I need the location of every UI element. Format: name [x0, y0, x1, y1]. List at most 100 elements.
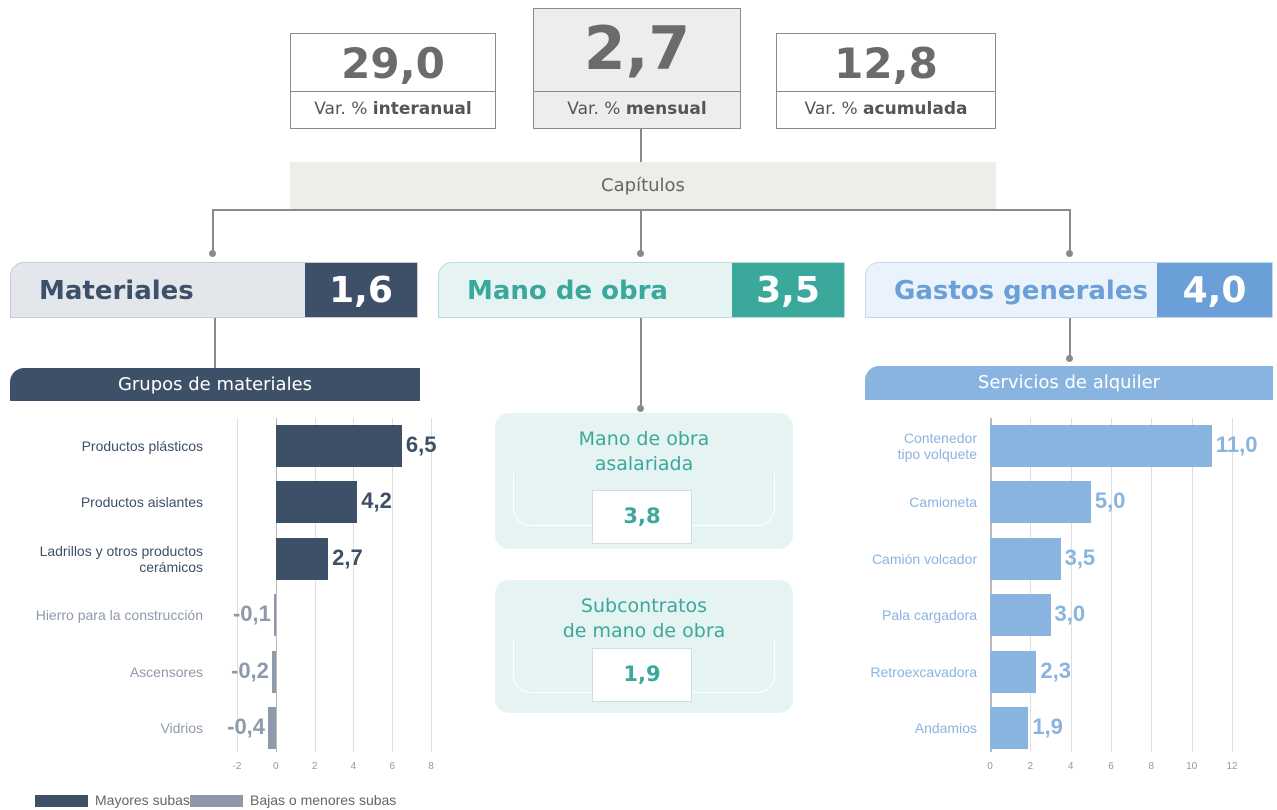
- value-label: 3,5: [1064, 544, 1096, 570]
- connector-dot: [1066, 355, 1073, 362]
- kpi-label-text: Var. %: [567, 99, 621, 119]
- x-tick-label: 12: [1226, 761, 1238, 772]
- chapter-value: 1,6: [305, 263, 417, 317]
- grid-line: [353, 418, 355, 752]
- grid-line: [1232, 418, 1233, 752]
- category-label: Camión volcador: [871, 550, 977, 567]
- value-label: -0,4: [227, 714, 266, 739]
- connector: [214, 318, 216, 368]
- kpi-value: 12,8: [834, 39, 938, 88]
- zero-line: [275, 418, 278, 752]
- grid-line: [392, 418, 394, 752]
- x-tick-label: 4: [350, 761, 357, 772]
- kpi-label-bold: acumulada: [863, 99, 968, 119]
- category-label: Retroexcavadora: [870, 663, 977, 680]
- bar: [990, 594, 1051, 637]
- category-label: Camioneta: [909, 494, 977, 511]
- connector-dot: [637, 405, 644, 412]
- grid-line: [1111, 418, 1112, 752]
- labor-name: Mano de obra asalariada: [578, 428, 710, 475]
- x-tick-label: 0: [987, 761, 993, 772]
- value-label: 11,0: [1215, 432, 1258, 457]
- value-label: -0,2: [231, 657, 269, 683]
- grid-line: [1070, 418, 1072, 752]
- connector-dot: [637, 250, 644, 257]
- connector: [640, 318, 642, 408]
- bar: [275, 537, 329, 580]
- value-label: 5,0: [1094, 488, 1126, 514]
- connector: [640, 129, 642, 162]
- value-label: 2,3: [1040, 657, 1071, 683]
- kpi-label-bold: mensual: [625, 99, 707, 119]
- kpi-value: 2,7: [583, 14, 691, 84]
- chart-title: Grupos de materiales: [10, 368, 420, 401]
- category-label: Andamios: [914, 720, 977, 736]
- connector-dot: [1066, 250, 1073, 257]
- x-tick-label: 0: [273, 761, 279, 772]
- bar: [990, 650, 1037, 693]
- bar: [273, 594, 276, 637]
- chapter-box: Materiales 1,6: [10, 262, 418, 318]
- chapter-box: Mano de obra 3,5: [438, 262, 845, 318]
- bar: [275, 481, 358, 524]
- legend-swatch: [190, 795, 243, 807]
- chapter-value: 4,0: [1157, 263, 1272, 317]
- legend-label: Bajas o menores subas: [250, 792, 397, 808]
- x-tick-label: 8: [428, 761, 434, 772]
- grid-line: [1151, 418, 1153, 752]
- bar: [990, 537, 1061, 580]
- chapters-header: Capítulos: [290, 162, 996, 210]
- kpi-label-text: Var. %: [314, 99, 368, 119]
- labor-box: Subcontratos de mano de obra 1,9: [495, 580, 793, 713]
- bar: [990, 425, 1212, 467]
- connector: [1069, 209, 1071, 253]
- kpi-value: 29,0: [341, 39, 445, 88]
- x-tick-label: -2: [232, 761, 242, 772]
- labor-name: Subcontratos de mano de obra: [562, 595, 726, 642]
- category-label: Contenedor tipo volquete: [897, 430, 977, 462]
- x-tick-label: 10: [1186, 761, 1198, 772]
- bar: [990, 481, 1091, 524]
- chapter-name: Gastos generales: [894, 276, 1148, 306]
- value-label: 3,0: [1054, 601, 1086, 627]
- category-label: Productos plásticos: [81, 438, 203, 454]
- x-tick-label: 2: [1027, 761, 1034, 772]
- value-label: -0,1: [232, 601, 271, 627]
- grid-line: [431, 418, 432, 752]
- value-label: 6,5: [405, 432, 437, 457]
- kpi-label-text: Var. %: [804, 99, 858, 119]
- kpi-box: 29,0 Var. % interanual: [290, 33, 496, 129]
- value-label: 1,9: [1032, 714, 1063, 739]
- x-tick-label: 4: [1067, 761, 1074, 772]
- grid-line: [314, 418, 316, 752]
- chapter-value: 3,5: [732, 263, 844, 317]
- kpi-box: 2,7 Var. % mensual: [533, 8, 741, 129]
- labor-value: 3,8: [592, 490, 692, 544]
- connector: [1069, 318, 1071, 358]
- bar: [271, 650, 276, 693]
- category-label: Ascensores: [129, 663, 203, 680]
- grid-line: [237, 418, 238, 752]
- chapter-name: Mano de obra: [467, 276, 668, 306]
- connector: [212, 209, 214, 253]
- connector: [640, 209, 642, 253]
- kpi-label-bold: interanual: [372, 99, 472, 119]
- labor-value: 1,9: [592, 648, 692, 702]
- value-label: 2,7: [332, 544, 363, 570]
- kpi-label: Var. % acumulada: [777, 91, 995, 128]
- category-label: Pala cargadora: [882, 607, 977, 624]
- kpi-box: 12,8 Var. % acumulada: [776, 33, 996, 129]
- connector-dot: [209, 250, 216, 257]
- category-label: Vidrios: [160, 720, 203, 736]
- category-label: Hierro para la construcción: [35, 607, 203, 624]
- category-label: Ladrillos y otros productos cerámicos: [39, 542, 203, 575]
- bar: [990, 707, 1029, 749]
- grid-line: [1191, 418, 1193, 752]
- grid-line: [1030, 418, 1032, 752]
- x-tick-label: 6: [1108, 761, 1114, 772]
- kpi-label: Var. % interanual: [291, 91, 495, 128]
- kpi-label: Var. % mensual: [534, 91, 740, 128]
- legend-label: Mayores subas: [95, 792, 190, 808]
- bar: [268, 707, 276, 749]
